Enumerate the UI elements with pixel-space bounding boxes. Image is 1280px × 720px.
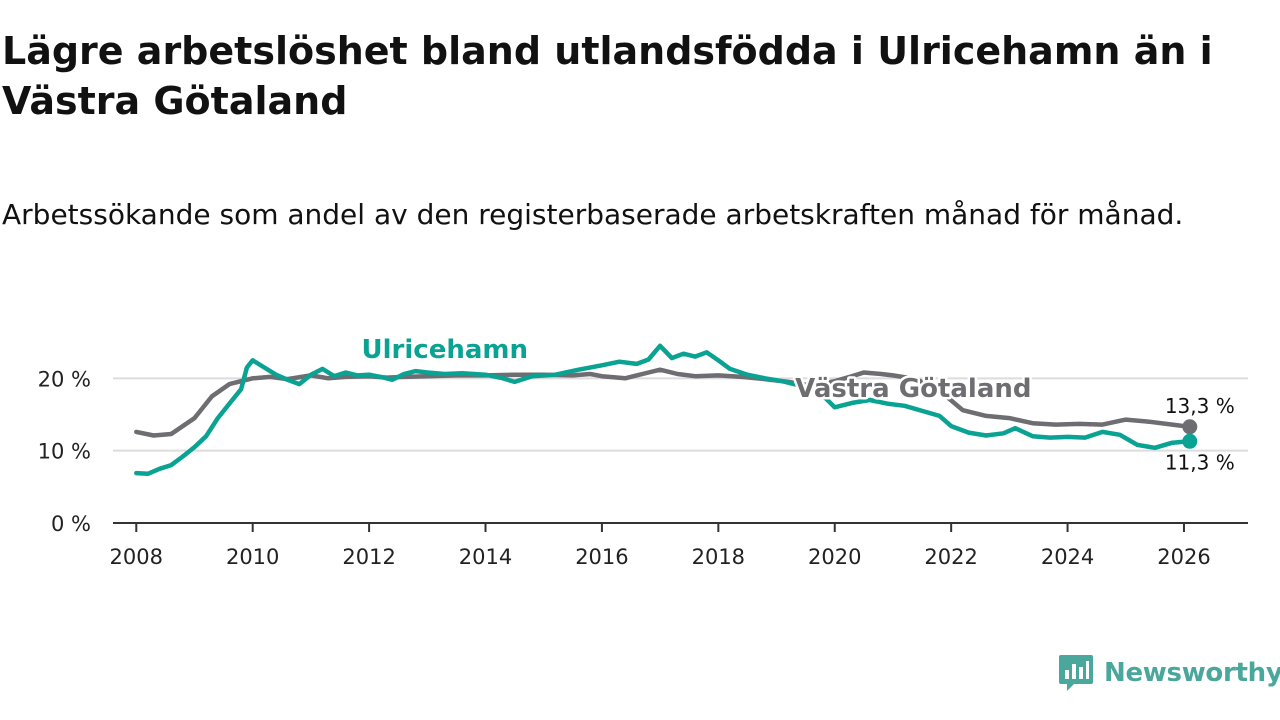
x-tick-label: 2020	[808, 545, 861, 569]
x-tick-label: 2026	[1157, 545, 1210, 569]
line-chart: 0 % 10 % 20 % 2008 2010 2012 2014 2016 2018 2020…	[37, 333, 1248, 569]
end-point-ulricehamn	[1182, 433, 1198, 449]
x-tick-label: 2024	[1041, 545, 1094, 569]
series-labels: Västra Götaland Ulricehamn 13,3 % 11,3 %	[359, 333, 1237, 477]
y-tick-label: 20 %	[38, 367, 91, 391]
series-line-västra-götaland	[134, 367, 1193, 438]
x-tick-label: 2008	[110, 545, 163, 569]
y-tick-label: 10 %	[38, 440, 91, 464]
x-tick-label: 2016	[575, 545, 628, 569]
series-label-ulricehamn: Ulricehamn	[362, 335, 528, 365]
logo-text: Newsworthy	[1104, 658, 1280, 688]
x-tick-label: 2022	[924, 545, 977, 569]
y-axis-ticks: 0 % 10 % 20 %	[38, 367, 91, 536]
x-axis: 2008 2010 2012 2014 2016 2018 2020 2022 2024 2026	[110, 522, 1248, 569]
y-tick-label: 0 %	[51, 512, 91, 536]
gridlines	[113, 377, 1248, 452]
x-tick-label: 2014	[459, 545, 512, 569]
newsworthy-logo: Newsworthy	[1058, 653, 1280, 693]
chart-title: Lägre arbetslöshet bland utlandsfödda i …	[2, 29, 1213, 123]
series-line-ulricehamn	[134, 343, 1193, 477]
x-tick-label: 2018	[692, 545, 745, 569]
x-tick-label: 2012	[342, 545, 395, 569]
end-point-västra-götaland	[1182, 419, 1198, 435]
end-value-label: 11,3 %	[1165, 450, 1235, 474]
newsworthy-chart-icon	[1059, 655, 1093, 691]
chart-subtitle: Arbetssökande som andel av den registerb…	[2, 198, 1184, 231]
end-value-label: 13,3 %	[1165, 394, 1235, 418]
x-tick-label: 2010	[226, 545, 279, 569]
series-lines	[134, 343, 1198, 477]
series-label-västra-götaland: Västra Götaland	[795, 374, 1031, 404]
